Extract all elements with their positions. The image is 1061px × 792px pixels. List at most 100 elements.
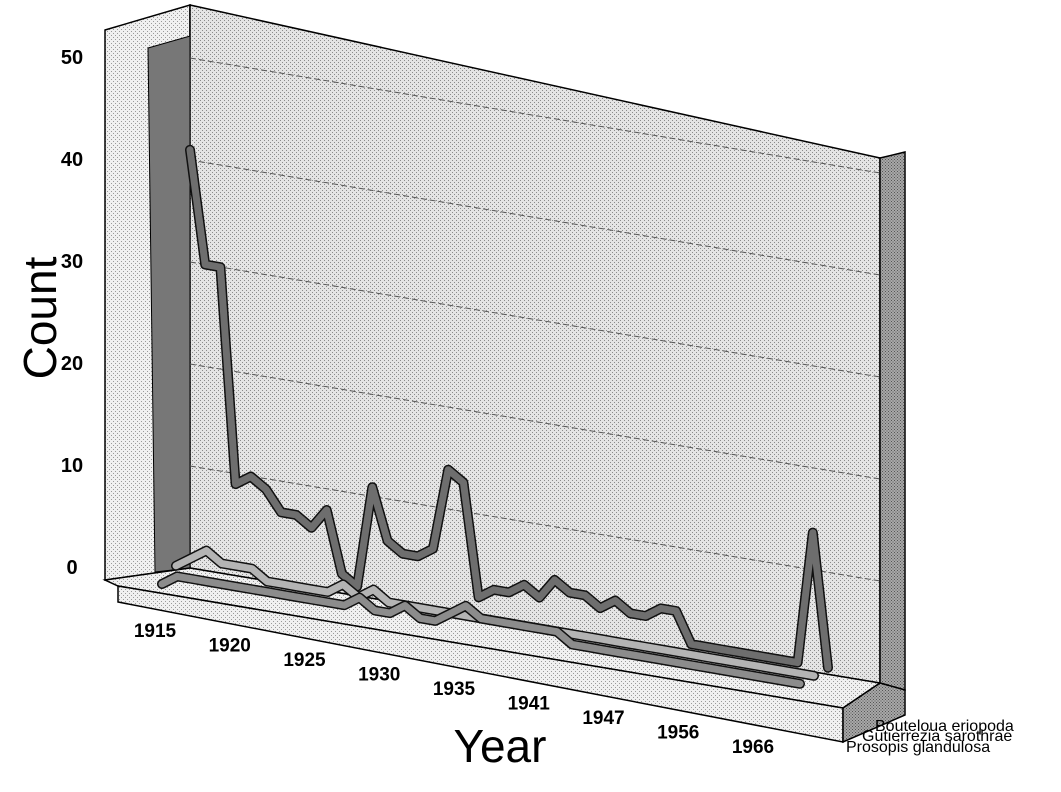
data-point (510, 623, 513, 625)
y-tick-label: 30 (61, 251, 83, 273)
data-point (206, 580, 209, 583)
data-point (677, 662, 680, 664)
data-point (737, 661, 739, 664)
data-point (373, 609, 376, 612)
data-point (311, 588, 314, 591)
data-point (706, 656, 709, 659)
data-point (752, 664, 754, 667)
data-point (477, 596, 480, 599)
data-point (237, 586, 239, 588)
data-point (538, 596, 541, 599)
series-layer (157, 144, 833, 689)
left-wall-pillar (147, 35, 191, 573)
data-point (266, 580, 268, 583)
data-point (812, 531, 814, 534)
data-point (525, 625, 528, 628)
data-point (327, 591, 329, 593)
data-point (296, 586, 299, 588)
data-point (692, 664, 695, 667)
x-tick-label: 1925 (283, 650, 326, 671)
data-point (601, 649, 604, 651)
series-depth-label: Bouteloua eriopoda (875, 718, 1014, 735)
data-point (204, 263, 206, 266)
data-point (736, 651, 738, 653)
data-point (282, 594, 285, 596)
data-point (234, 483, 237, 485)
data-point (191, 578, 194, 580)
data-point (358, 596, 361, 599)
data-point (371, 486, 374, 489)
data-point (768, 677, 771, 680)
data-point (556, 630, 558, 633)
data-point (417, 555, 419, 558)
data-point (297, 596, 300, 599)
data-point (675, 610, 677, 612)
data-point (419, 617, 422, 620)
y-tick-label: 10 (61, 455, 83, 477)
data-point (480, 617, 482, 620)
x-tick-label: 1920 (209, 636, 251, 657)
data-point (281, 583, 284, 585)
data-point (676, 651, 679, 653)
data-point (796, 661, 799, 664)
series-depth-label: Gutierrezia sarothrae (862, 728, 1012, 745)
data-point (705, 646, 708, 648)
data-point (465, 605, 467, 607)
data-point (404, 604, 406, 607)
data-point (433, 609, 436, 612)
data-point (723, 669, 725, 672)
data-point (205, 549, 208, 552)
data-point (720, 648, 723, 651)
data-point (462, 481, 465, 484)
data-point (190, 557, 192, 559)
data-point (660, 607, 662, 610)
data-point (629, 612, 632, 615)
data-point (646, 646, 648, 648)
data-point (325, 509, 328, 511)
data-point (722, 659, 724, 661)
x-axis-label: Year (454, 720, 547, 772)
y-tick-label: 40 (61, 149, 83, 171)
data-point (662, 659, 665, 661)
data-point (449, 612, 452, 615)
data-point (553, 579, 556, 581)
series-depth-label: Prosopis glandulosa (846, 739, 990, 756)
data-point (434, 620, 437, 622)
data-point (614, 599, 617, 602)
data-point (615, 641, 618, 643)
data-point (310, 527, 313, 529)
data-point (222, 583, 224, 586)
x-tick-label: 1947 (582, 708, 624, 729)
data-point (495, 620, 498, 622)
data-point (341, 573, 343, 575)
data-point (599, 607, 601, 609)
data-point (781, 659, 784, 661)
data-point (799, 683, 801, 685)
data-point (766, 656, 768, 659)
data-point (541, 628, 543, 630)
data-point (418, 606, 420, 609)
data-point (447, 468, 450, 471)
data-point (493, 589, 495, 591)
x-tick-label: 1966 (732, 737, 774, 758)
data-point (738, 672, 740, 675)
data-point (252, 588, 254, 591)
x-tick-label: 1930 (358, 665, 400, 686)
chart-walls (102, 3, 906, 744)
data-point (632, 654, 634, 656)
data-point (372, 588, 375, 591)
data-point (386, 540, 389, 542)
data-point (342, 583, 344, 586)
x-tick-label: 1915 (134, 621, 177, 642)
data-point (690, 643, 693, 645)
data-point (585, 635, 587, 638)
x-tick-label: 1935 (433, 679, 476, 700)
y-tick-label: 50 (61, 47, 83, 69)
data-point (630, 643, 633, 646)
data-point (798, 672, 800, 674)
data-point (265, 488, 267, 491)
data-point (389, 612, 391, 614)
data-point (813, 675, 815, 677)
